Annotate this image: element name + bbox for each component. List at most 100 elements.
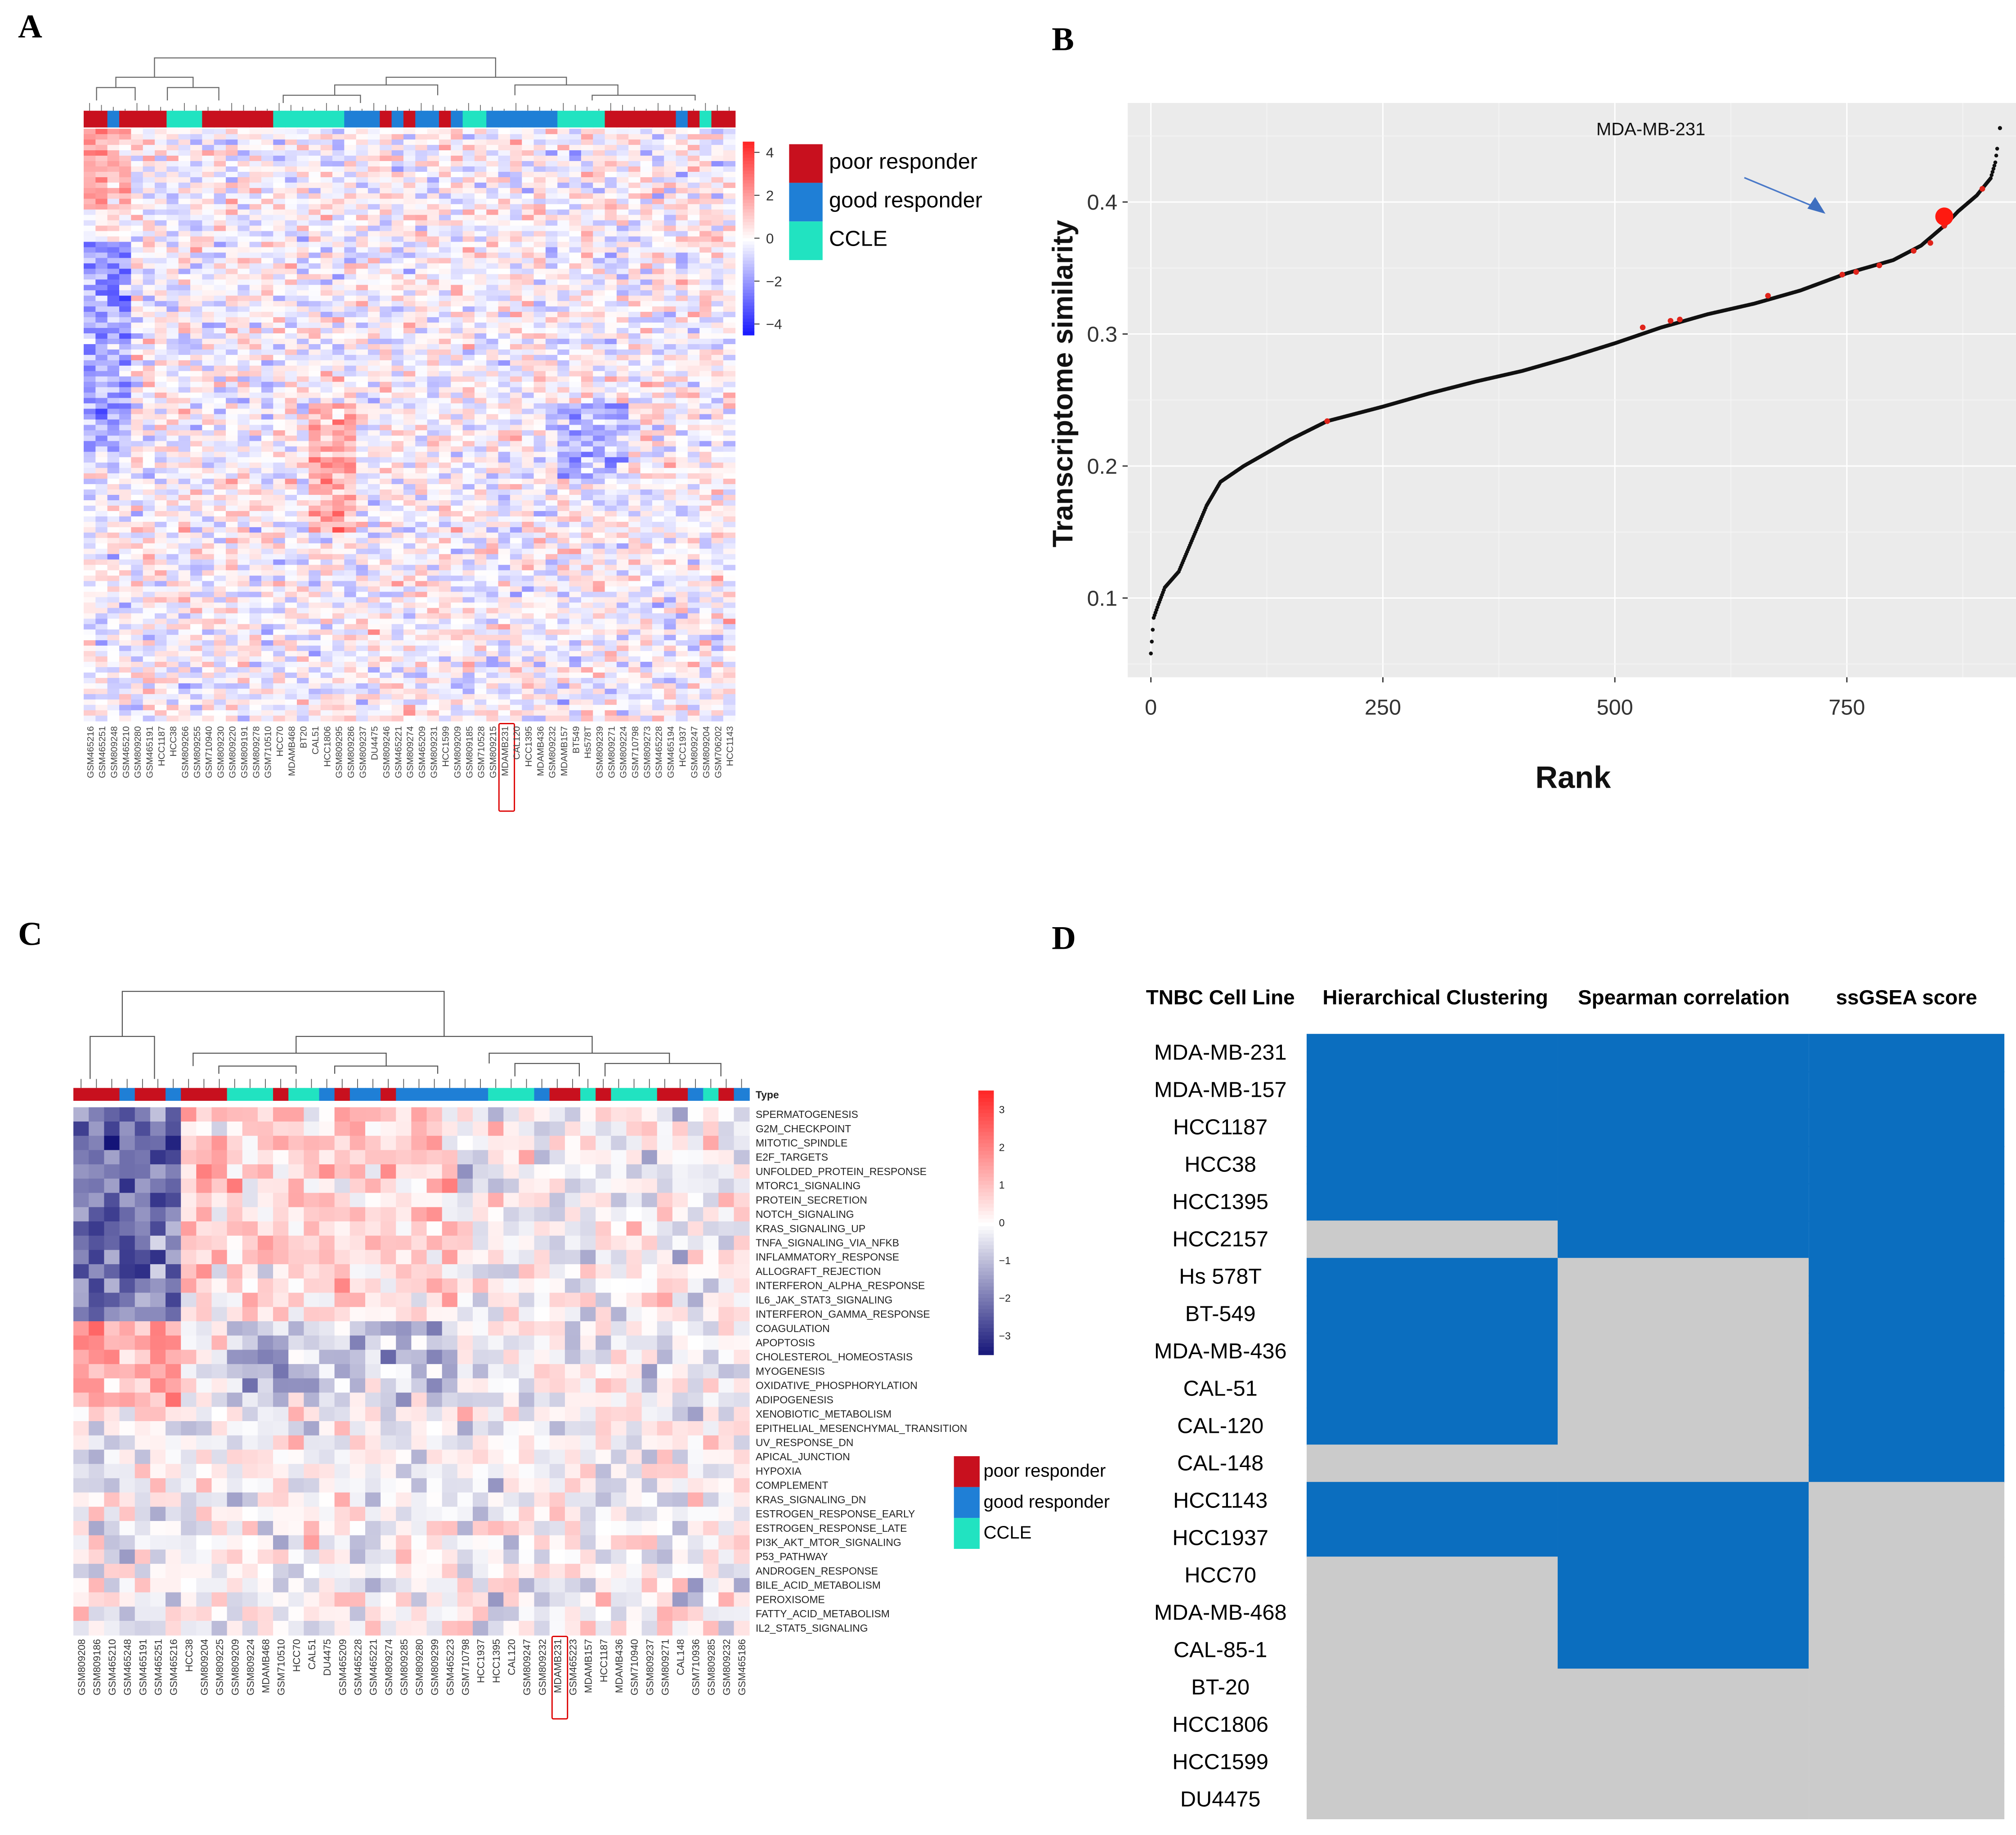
heat-cell [155, 134, 167, 140]
heat-cell [249, 344, 262, 350]
heat-cell [309, 285, 321, 291]
heat-cell [403, 408, 416, 415]
heat-cell [119, 301, 132, 307]
heat-cell [676, 312, 688, 318]
heat-cell [664, 403, 676, 409]
heat-cell [711, 134, 724, 140]
heat-cell [687, 145, 700, 151]
heat-cell [640, 565, 653, 571]
heat-cell [356, 473, 368, 480]
heat-cell [687, 296, 700, 302]
heat-cell [533, 139, 546, 145]
heat-cell [202, 231, 215, 237]
heat-cell [498, 505, 511, 511]
heat-cell [166, 333, 179, 339]
heat-cell [545, 296, 558, 302]
heat-cell [320, 354, 333, 361]
heat-cell [296, 548, 309, 555]
heat-cell [214, 392, 226, 399]
heat-cell [664, 570, 676, 576]
heat-cell [391, 473, 404, 480]
heat-cell [510, 296, 523, 302]
heat-cell [249, 468, 262, 474]
heat-cell [190, 198, 203, 205]
heat-cell [462, 430, 475, 436]
heat-cell [545, 317, 558, 323]
heat-cell [462, 570, 475, 576]
heat-cell [285, 554, 297, 560]
heat-cell [190, 565, 203, 571]
heat-cell [462, 198, 475, 205]
heat-cell [332, 156, 345, 162]
heat-cell [415, 150, 428, 156]
heat-cell [605, 473, 617, 480]
heat-cell [95, 597, 108, 603]
heat-cell [545, 129, 558, 135]
heat-cell [664, 204, 676, 210]
heat-cell [533, 166, 546, 172]
heat-cell [628, 452, 641, 458]
heat-cell [522, 548, 534, 555]
heat-cell [309, 495, 321, 501]
heat-cell [95, 344, 108, 350]
heat-cell [557, 166, 570, 172]
heat-cell [569, 565, 582, 571]
heat-cell [557, 516, 570, 522]
heat-cell [451, 365, 463, 372]
heat-cell [131, 198, 143, 205]
heat-cell [557, 317, 570, 323]
heat-cell [332, 500, 345, 506]
heat-cell [676, 360, 688, 366]
heat-cell [711, 139, 724, 145]
heat-cell [296, 592, 309, 598]
heat-cell [616, 473, 629, 480]
heat-cell [640, 317, 653, 323]
heat-cell [510, 166, 523, 172]
heat-cell [676, 338, 688, 345]
heat-cell [95, 570, 108, 576]
heat-cell [628, 290, 641, 296]
heat-cell [581, 446, 594, 453]
heat-cell [320, 344, 333, 350]
panel-c-letter: C [18, 915, 42, 953]
heat-cell [166, 338, 179, 345]
heat-cell [474, 392, 487, 399]
heat-cell [380, 505, 392, 511]
heat-cell [320, 215, 333, 221]
heat-cell [84, 446, 96, 453]
heat-cell [439, 220, 452, 226]
heat-cell [344, 263, 357, 269]
heat-cell [474, 258, 487, 264]
heat-cell [202, 279, 215, 286]
heat-cell [344, 430, 357, 436]
heat-cell [344, 473, 357, 480]
heat-cell [628, 317, 641, 323]
heat-cell [415, 360, 428, 366]
heat-cell [95, 177, 108, 183]
heat-cell [273, 285, 286, 291]
heat-cell [309, 457, 321, 463]
heat-cell [522, 204, 534, 210]
heat-cell [214, 581, 226, 587]
heat-cell [616, 182, 629, 188]
heat-cell [190, 473, 203, 480]
heat-cell [462, 258, 475, 264]
heat-cell [474, 446, 487, 453]
heat-cell [119, 220, 132, 226]
heat-cell [95, 554, 108, 560]
heat-cell [403, 398, 416, 404]
heat-cell [95, 452, 108, 458]
heat-cell [225, 565, 238, 571]
heat-cell [652, 349, 665, 355]
heat-cell [510, 188, 523, 194]
heat-cell [178, 468, 191, 474]
heat-cell [474, 252, 487, 259]
heat-cell [332, 161, 345, 167]
heat-cell [202, 129, 215, 135]
heat-cell [593, 247, 605, 253]
heat-cell [439, 290, 452, 296]
heat-cell [545, 570, 558, 576]
heat-cell [285, 323, 297, 328]
heat-cell [557, 296, 570, 302]
heat-cell [723, 462, 736, 469]
